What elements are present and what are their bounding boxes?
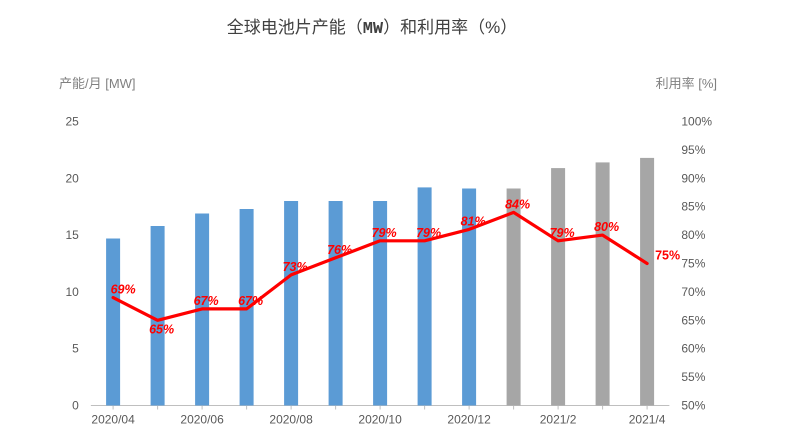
svg-text:65%: 65% <box>681 313 705 327</box>
svg-text:79%: 79% <box>416 226 441 240</box>
svg-text:84%: 84% <box>505 197 530 211</box>
svg-text:79%: 79% <box>550 226 575 240</box>
svg-text:60%: 60% <box>681 342 705 356</box>
svg-text:76%: 76% <box>327 243 352 257</box>
svg-text:2021/4: 2021/4 <box>629 413 666 427</box>
svg-text:2020/12: 2020/12 <box>447 413 491 427</box>
svg-text:100%: 100% <box>681 115 712 129</box>
svg-text:67%: 67% <box>238 294 263 308</box>
svg-text:95%: 95% <box>681 143 705 157</box>
svg-text:79%: 79% <box>372 226 397 240</box>
svg-text:55%: 55% <box>681 370 705 384</box>
svg-text:67%: 67% <box>194 294 219 308</box>
svg-text:81%: 81% <box>461 214 486 228</box>
svg-text:15: 15 <box>65 228 79 242</box>
svg-text:85%: 85% <box>681 200 705 214</box>
svg-text:90%: 90% <box>681 171 705 185</box>
svg-text:73%: 73% <box>283 260 308 274</box>
svg-text:50%: 50% <box>681 399 705 413</box>
svg-text:69%: 69% <box>111 283 136 297</box>
svg-text:20: 20 <box>65 171 79 185</box>
svg-text:2020/06: 2020/06 <box>180 413 224 427</box>
svg-text:25: 25 <box>65 115 79 129</box>
svg-text:75%: 75% <box>681 257 705 271</box>
svg-text:10: 10 <box>65 285 79 299</box>
svg-text:70%: 70% <box>681 285 705 299</box>
svg-text:75%: 75% <box>655 249 680 263</box>
svg-text:0: 0 <box>72 399 79 413</box>
svg-text:2020/10: 2020/10 <box>358 413 402 427</box>
svg-text:5: 5 <box>72 342 79 356</box>
svg-text:2020/04: 2020/04 <box>91 413 135 427</box>
svg-text:2020/08: 2020/08 <box>269 413 313 427</box>
svg-text:2021/2: 2021/2 <box>540 413 577 427</box>
svg-text:80%: 80% <box>681 228 705 242</box>
svg-text:80%: 80% <box>594 220 619 234</box>
svg-text:65%: 65% <box>149 322 174 336</box>
